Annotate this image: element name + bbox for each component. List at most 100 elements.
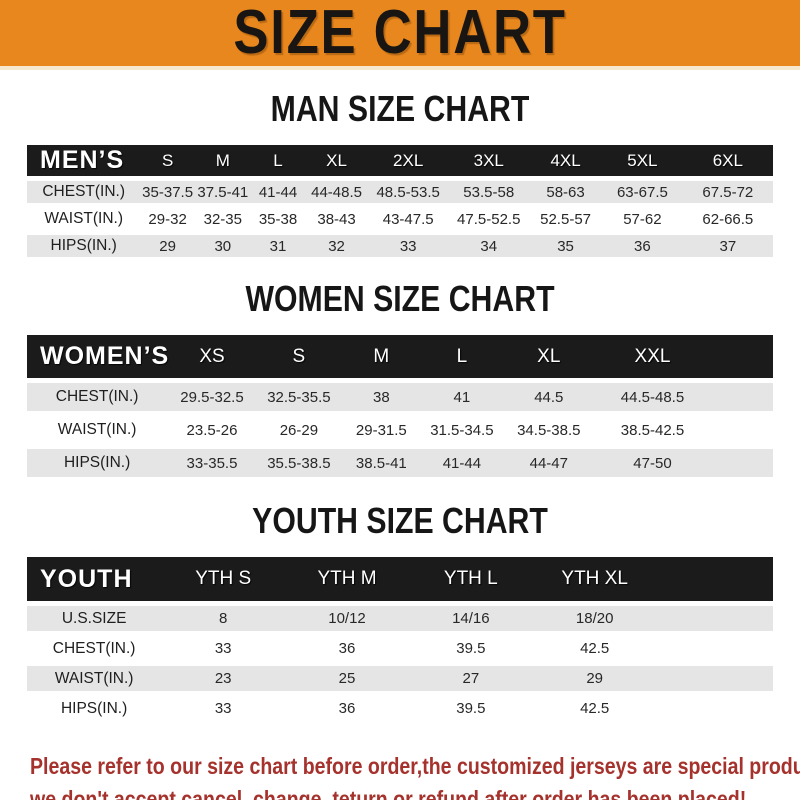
size-column-header: L [250,145,306,176]
measurement-label-cell: HIPS(IN.) [27,235,141,257]
youth-chest-row: CHEST(IN.) 33 36 39.5 42.5 [27,636,773,661]
women-size-table: WOMEN’S XS S M L XL XXL CHEST(IN.) 29.5-… [27,330,773,482]
size-column-header: YTH S [161,557,286,601]
size-value-cell: 39.5 [408,636,533,661]
size-value-cell: 36 [602,235,683,257]
size-value-cell: 37.5-41 [194,181,251,203]
size-value-cell: 39.5 [408,696,533,721]
size-column-header: YTH M [285,557,409,601]
youth-waist-row: WAIST(IN.) 23 25 27 29 [27,666,773,691]
size-value-cell: 33 [161,696,286,721]
measurement-label-cell: WAIST(IN.) [27,416,168,444]
size-value-cell: 41 [421,383,503,411]
youth-table-label: YOUTH [27,557,162,601]
women-header-row: WOMEN’S XS S M L XL XXL [27,335,773,378]
size-value-cell: 52.5-57 [529,208,603,230]
measurement-label-cell: HIPS(IN.) [27,696,162,721]
size-value-cell: 36 [285,696,409,721]
size-value-cell: 29 [140,235,195,257]
size-value-cell: 57-62 [602,208,683,230]
women-table-label: WOMEN’S [27,335,168,378]
note-line-2: we don't accept cancel, change, teturn o… [30,785,747,800]
size-value-cell: 29-31.5 [341,416,422,444]
measurement-label-cell: U.S.SIZE [27,606,162,631]
size-value-cell: 38.5-41 [341,449,422,477]
filler-cell [656,666,773,691]
size-value-cell: 38.5-42.5 [595,416,710,444]
size-column-header: XS [167,335,257,378]
size-value-cell: 33 [367,235,449,257]
size-value-cell: 31.5-34.5 [421,416,503,444]
size-value-cell: 48.5-53.5 [367,181,449,203]
size-column-header: S [256,335,342,378]
size-value-cell: 44.5-48.5 [595,383,710,411]
size-value-cell: 58-63 [529,181,603,203]
size-column-header: 2XL [367,145,449,176]
size-value-cell: 47-50 [595,449,710,477]
size-value-cell: 36 [285,636,409,661]
size-value-cell: 27 [408,666,533,691]
measurement-label-cell: HIPS(IN.) [27,449,168,477]
size-value-cell: 33 [161,636,286,661]
size-value-cell: 44-48.5 [305,181,368,203]
men-header-row: MEN’S S M L XL 2XL 3XL 4XL 5XL 6XL [27,145,773,176]
size-value-cell: 35-38 [250,208,306,230]
size-column-header: XL [305,145,368,176]
men-table-label: MEN’S [27,145,141,176]
size-value-cell: 42.5 [532,696,657,721]
women-hips-row: HIPS(IN.) 33-35.5 35.5-38.5 38.5-41 41-4… [27,449,773,477]
size-value-cell: 32.5-35.5 [256,383,342,411]
size-value-cell: 34.5-38.5 [502,416,596,444]
filler-cell [709,416,773,444]
size-column-header: L [421,335,503,378]
size-value-cell: 34 [448,235,530,257]
size-value-cell: 25 [285,666,409,691]
men-hips-row: HIPS(IN.) 29 30 31 32 33 34 35 36 37 [27,235,773,257]
size-column-header: S [140,145,195,176]
size-value-cell: 38-43 [305,208,368,230]
size-value-cell: 26-29 [256,416,342,444]
size-value-cell: 38 [341,383,422,411]
size-value-cell: 42.5 [532,636,657,661]
size-column-header: M [194,145,251,176]
filler-cell [709,383,773,411]
size-value-cell: 23 [161,666,286,691]
youth-ussize-row: U.S.SIZE 8 10/12 14/16 18/20 [27,606,773,631]
size-value-cell: 35-37.5 [140,181,195,203]
size-value-cell: 18/20 [532,606,657,631]
size-value-cell: 62-66.5 [682,208,773,230]
youth-header-row: YOUTH YTH S YTH M YTH L YTH XL [27,557,773,601]
size-value-cell: 44.5 [502,383,596,411]
size-value-cell: 63-67.5 [602,181,683,203]
size-column-header: 6XL [682,145,773,176]
size-value-cell: 47.5-52.5 [448,208,530,230]
size-value-cell: 67.5-72 [682,181,773,203]
size-value-cell: 32-35 [194,208,251,230]
size-value-cell: 43-47.5 [367,208,449,230]
filler-cell [656,606,773,631]
women-chest-row: CHEST(IN.) 29.5-32.5 32.5-35.5 38 41 44.… [27,383,773,411]
men-section-title: MAN SIZE CHART [270,88,530,129]
youth-section-title: YOUTH SIZE CHART [252,500,548,541]
size-value-cell: 35.5-38.5 [256,449,342,477]
size-value-cell: 37 [682,235,773,257]
size-value-cell: 41-44 [421,449,503,477]
measurement-label-cell: WAIST(IN.) [27,666,162,691]
measurement-label-cell: WAIST(IN.) [27,208,141,230]
size-value-cell: 31 [250,235,306,257]
page-title: SIZE CHART [233,0,567,67]
filler-cell [656,557,773,601]
size-value-cell: 23.5-26 [167,416,257,444]
size-value-cell: 30 [194,235,251,257]
size-value-cell: 14/16 [408,606,533,631]
measurement-label-cell: CHEST(IN.) [27,181,141,203]
size-value-cell: 33-35.5 [167,449,257,477]
main-banner: SIZE CHART [0,0,800,70]
filler-cell [709,449,773,477]
men-size-table: MEN’S S M L XL 2XL 3XL 4XL 5XL 6XL CHEST… [27,140,773,262]
size-value-cell: 53.5-58 [448,181,530,203]
order-note: Please refer to our size chart before or… [30,750,800,800]
size-value-cell: 44-47 [502,449,596,477]
size-column-header: 5XL [602,145,683,176]
filler-cell [709,335,773,378]
